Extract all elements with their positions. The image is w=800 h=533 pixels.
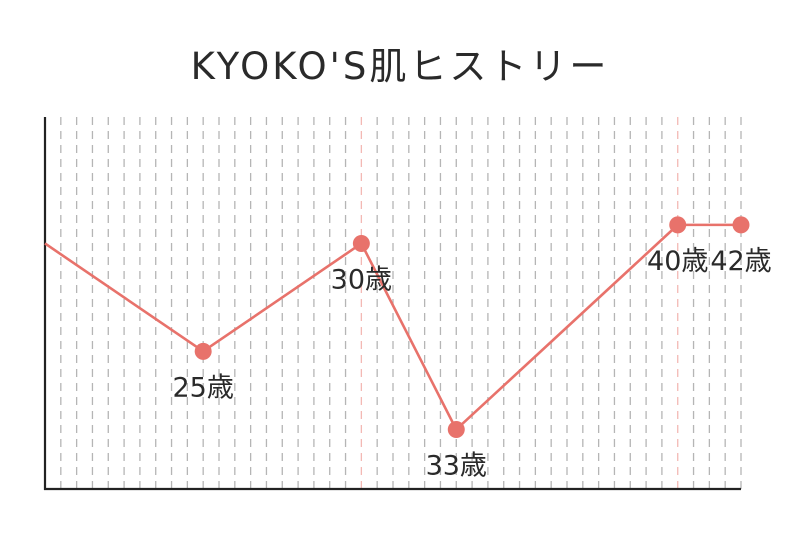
data-points <box>194 216 750 438</box>
data-point <box>669 216 687 234</box>
data-point <box>732 216 750 234</box>
series-line-layer <box>44 223 741 431</box>
series-line <box>44 223 741 431</box>
grid-lines <box>60 117 742 489</box>
axes <box>43 117 741 491</box>
chart-title: KYOKO'S肌ヒストリー <box>190 45 610 88</box>
point-label: 25歳 <box>173 372 234 403</box>
data-point <box>447 420 465 438</box>
data-point <box>352 234 370 252</box>
point-label: 33歳 <box>426 450 487 481</box>
point-label: 30歳 <box>331 264 392 295</box>
point-label: 42歳 <box>710 246 771 277</box>
point-label: 40歳 <box>647 246 708 277</box>
point-labels: 25歳 30歳 33歳 40歳 42歳 <box>173 246 772 482</box>
data-point <box>194 342 212 360</box>
